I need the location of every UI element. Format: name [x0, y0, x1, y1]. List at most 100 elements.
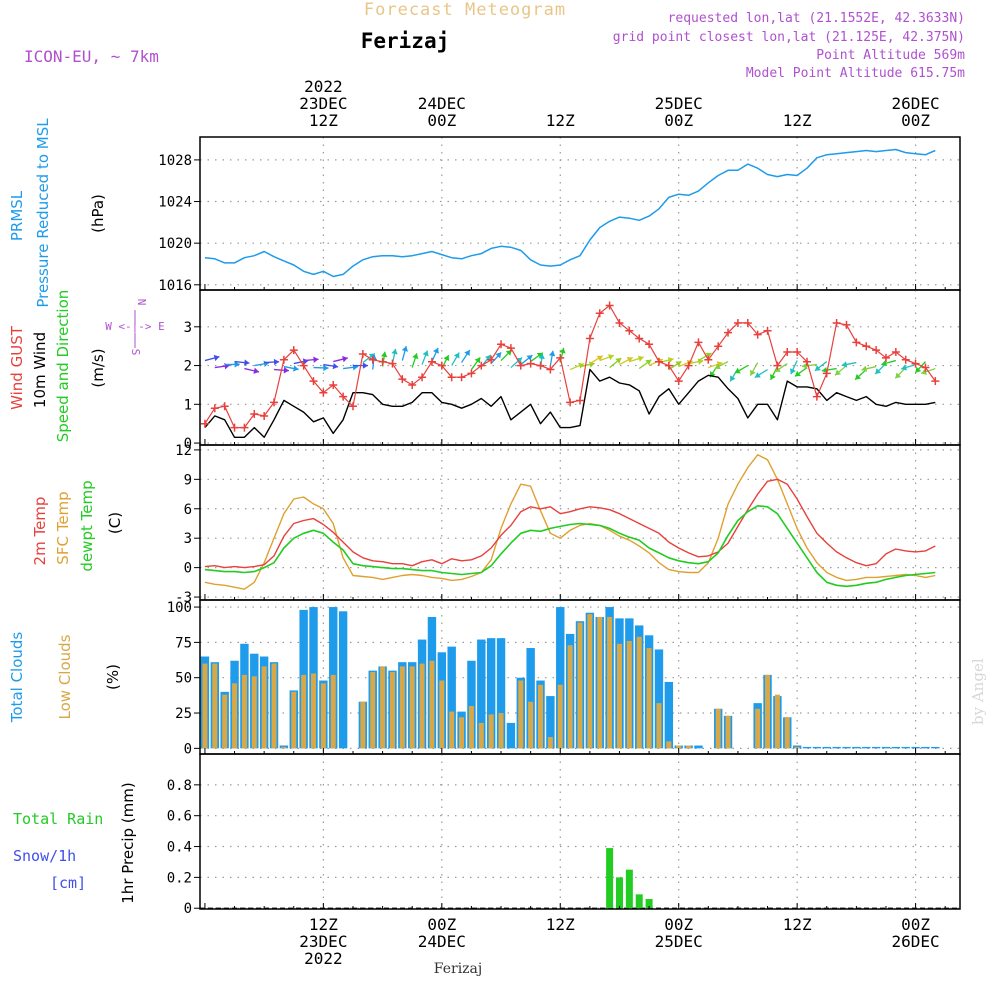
low-cloud-bar	[626, 640, 632, 749]
gust-marker	[615, 318, 624, 327]
bottom-time-label: 00Z	[427, 915, 456, 934]
low-clouds-label: Low Clouds	[56, 634, 74, 719]
bottom-time-label: 12Z	[546, 915, 575, 934]
low-cloud-bar	[232, 683, 238, 749]
total-cloud-bar	[556, 607, 565, 749]
gust-marker	[566, 398, 575, 407]
low-cloud-bar	[449, 711, 455, 749]
gust-marker	[427, 357, 436, 366]
gust-marker	[605, 301, 614, 310]
compass-we: W <-|-> E	[105, 320, 165, 333]
rain-bar	[615, 877, 623, 909]
gust-marker	[684, 361, 693, 370]
low-cloud-bar	[528, 701, 534, 749]
gust-marker	[674, 377, 683, 386]
wind-arrow-head	[474, 357, 481, 364]
y-tick-label: 75	[175, 635, 192, 651]
gust-marker	[457, 373, 466, 382]
y-tick-label: 1016	[158, 278, 192, 294]
compass-n: N	[135, 299, 148, 306]
gust-marker	[388, 359, 397, 368]
total-cloud-bar	[654, 649, 664, 749]
compass-s: S	[129, 349, 142, 356]
gust-marker	[339, 392, 348, 401]
wind-arrow-head	[841, 361, 848, 368]
total-clouds-label: Total Clouds	[8, 632, 26, 724]
gust-marker	[210, 404, 219, 413]
gust-marker	[842, 320, 851, 329]
wind-arrow-head	[921, 368, 927, 375]
wind-arrow-head	[443, 355, 450, 362]
y-tick-label: 1028	[158, 153, 192, 169]
wind-arrow-head	[362, 362, 368, 369]
gust-marker	[378, 357, 387, 366]
low-cloud-bar	[261, 666, 267, 749]
bottom-time-label: 26DEC	[891, 932, 939, 951]
wind-arrow-head	[861, 365, 868, 372]
gust-marker	[743, 318, 752, 327]
point-altitude: Point Altitude 569m	[816, 48, 965, 63]
low-cloud-bar	[439, 680, 445, 749]
y-tick-label: 100	[167, 600, 192, 616]
gust-marker	[358, 349, 367, 358]
low-cloud-bar	[577, 622, 583, 749]
low-cloud-bar	[202, 663, 208, 749]
total-cloud-bar	[901, 746, 910, 749]
total-cloud-bar	[486, 638, 496, 749]
wind-arrow-head	[234, 361, 240, 368]
pressure-label: Pressure Reduced to MSL	[34, 118, 52, 308]
gust-marker	[299, 361, 308, 370]
wind-arrow-head	[801, 362, 808, 369]
total-cloud-bar	[694, 745, 703, 749]
low-cloud-bar	[409, 666, 415, 749]
prmsl-line	[204, 148, 936, 278]
low-cloud-bar	[399, 666, 405, 749]
total-cloud-bar	[664, 681, 674, 749]
gust-marker	[773, 361, 782, 370]
gust-marker	[576, 396, 584, 405]
total-cloud-bar	[842, 746, 851, 749]
low-cloud-bar	[360, 701, 366, 749]
y-tick-label: -3	[175, 590, 192, 606]
gust-marker	[753, 330, 762, 339]
total-cloud-bar	[921, 746, 930, 749]
wind-arrow-head	[875, 368, 882, 374]
low-cloud-bar	[755, 708, 761, 749]
gust-marker	[931, 377, 940, 386]
pressure-panel: 1016 1020 1024 1028 PRMSL Pressure Reduced to…	[8, 118, 961, 308]
gust-marker	[408, 380, 417, 389]
gust-marker	[260, 411, 269, 420]
total-cloud-bar	[822, 746, 831, 749]
low-cloud-bar	[251, 676, 257, 749]
gust-marker	[822, 369, 831, 378]
low-cloud-bar	[370, 672, 376, 749]
rain-bar	[625, 869, 633, 909]
gust-marker	[891, 348, 900, 356]
wind-arrow-head	[495, 352, 502, 359]
gust-marker	[911, 359, 920, 368]
gust-marker	[467, 369, 476, 378]
wind-arrow-head	[855, 373, 862, 380]
wind-arrow-head	[895, 372, 902, 379]
bottom-time-label: 2022	[304, 949, 343, 968]
gust-marker	[536, 361, 545, 370]
y-tick-label: 0	[184, 561, 192, 577]
gust-marker	[783, 348, 792, 356]
total-cloud-bar	[852, 746, 861, 749]
wind10m-line	[204, 368, 936, 438]
clouds-unit: (%)	[104, 664, 122, 690]
low-cloud-bar	[271, 663, 277, 749]
gust-marker	[556, 353, 565, 362]
prmsl-label: PRMSL	[8, 190, 26, 241]
y-tick-label: 2	[184, 359, 192, 375]
total-cloud-bar	[862, 746, 871, 749]
gust-marker	[921, 363, 930, 372]
low-cloud-bar	[311, 673, 317, 749]
low-cloud-bar	[607, 616, 613, 749]
wind-arrow-head	[548, 350, 556, 357]
wind-arrow-head	[253, 367, 260, 374]
low-cloud-bar	[725, 715, 731, 749]
wind-arrow-head	[901, 364, 908, 371]
